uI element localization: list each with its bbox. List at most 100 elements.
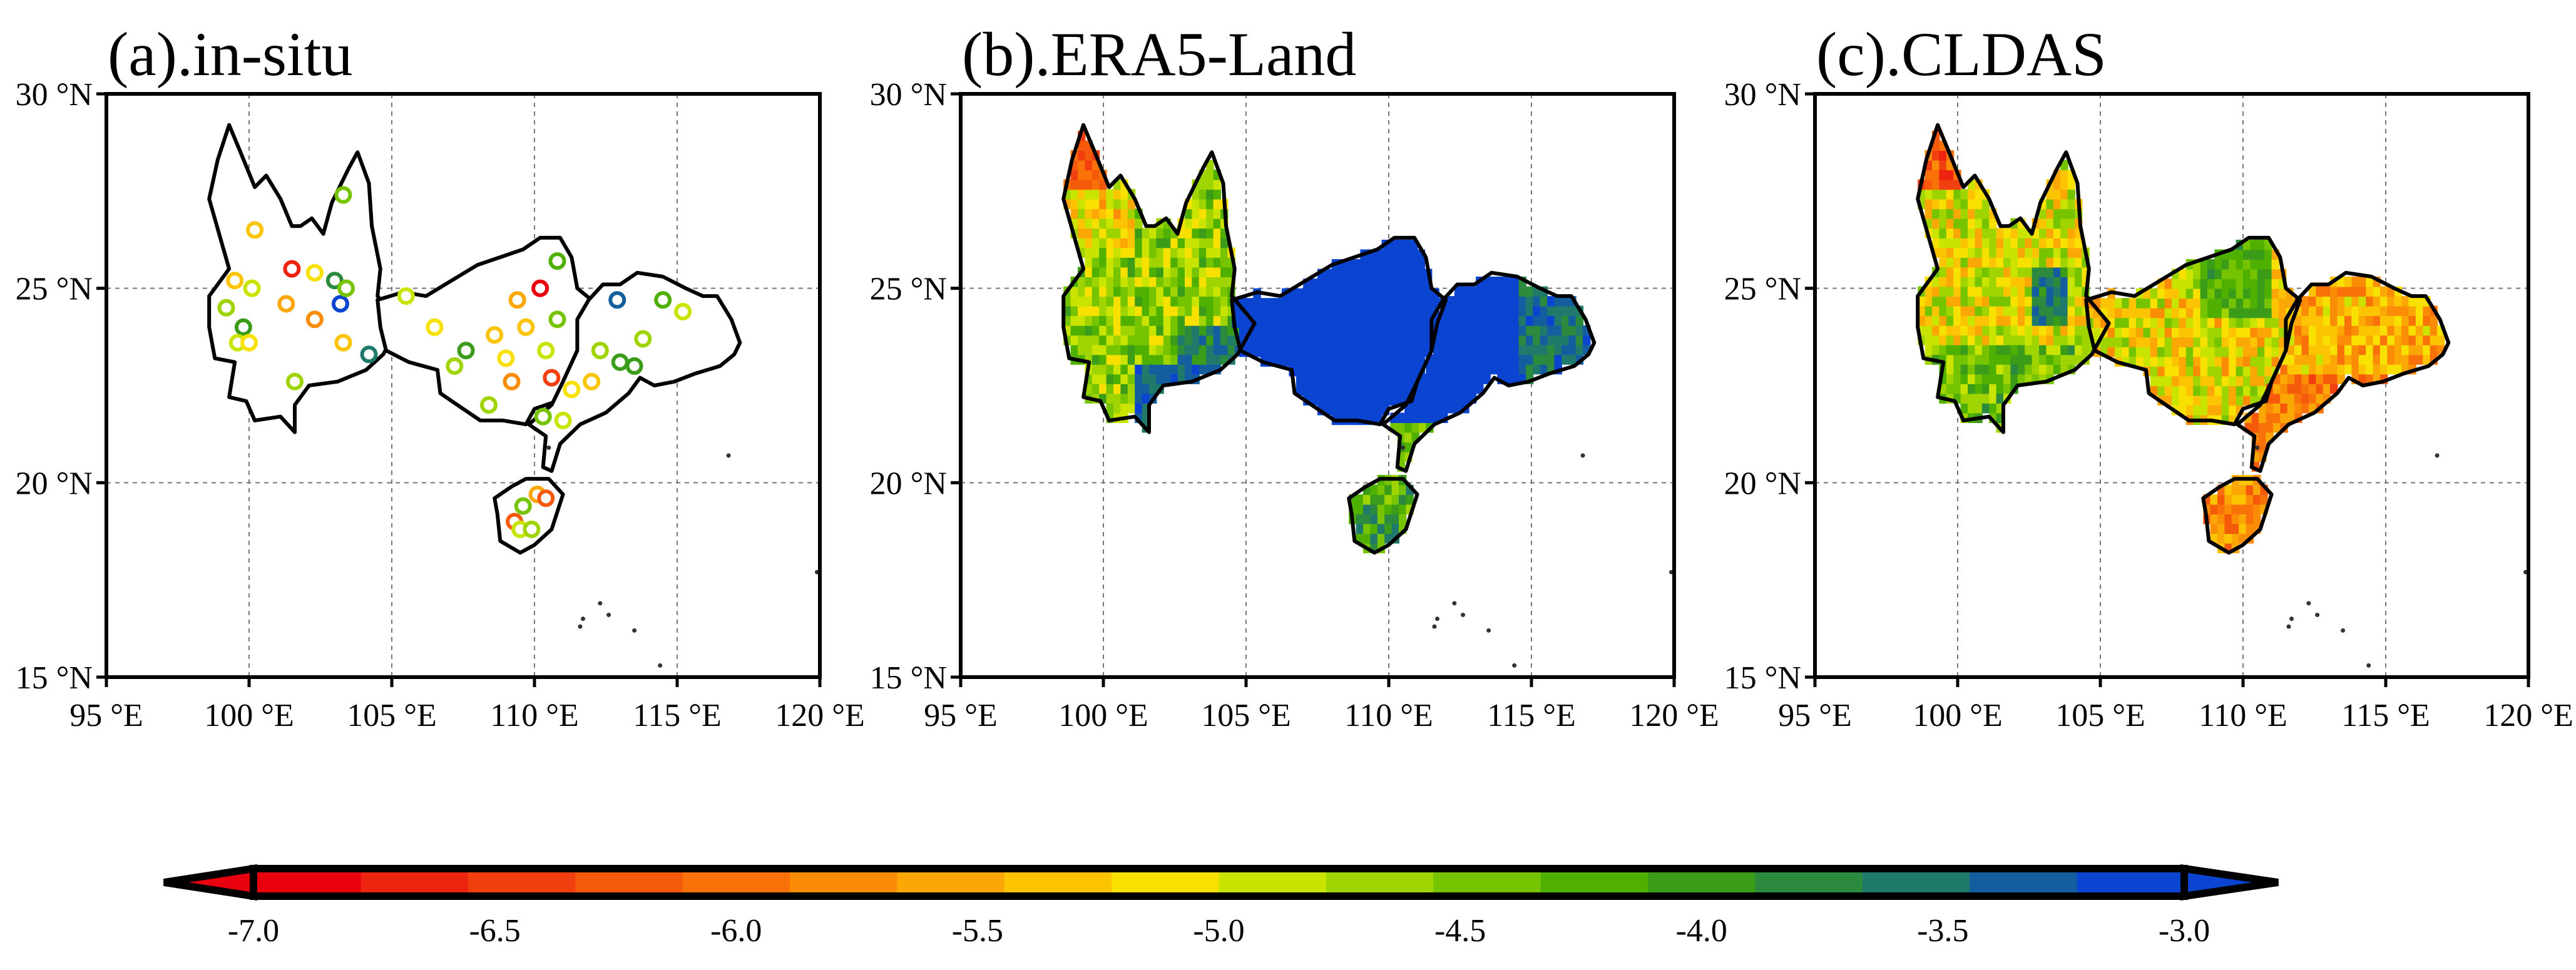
station-marker <box>534 407 552 426</box>
colorbar-segment <box>789 869 898 896</box>
y-tick-label: 20 °N <box>1724 466 1801 501</box>
colorbar-tick-label: -4.0 <box>1676 913 1727 949</box>
station-marker <box>674 302 692 320</box>
y-tick-label: 25 °N <box>870 272 947 307</box>
station-marker <box>508 291 526 309</box>
province-outline-yunnan <box>1061 123 1257 434</box>
station-marker <box>548 310 566 329</box>
island-marker <box>578 624 583 629</box>
station-marker <box>277 295 295 313</box>
station-marker <box>325 272 344 290</box>
station-marker <box>537 489 555 508</box>
colorbar-segment <box>2077 869 2185 896</box>
panel-a-title: (a).in-situ <box>108 19 353 89</box>
map-frame <box>105 92 822 679</box>
island-marker <box>2315 613 2320 618</box>
x-tick-label: 120 °E <box>1629 698 1719 733</box>
island-marker <box>546 445 551 450</box>
station-marker <box>446 357 464 375</box>
x-tick-label: 115 °E <box>1487 698 1576 733</box>
station-marker <box>503 372 521 391</box>
panel-b-title: (b).ERA5-Land <box>962 19 1356 89</box>
station-marker <box>360 345 378 364</box>
x-tick-label: 105 °E <box>347 698 437 733</box>
colorbar-tick-label: -3.0 <box>2159 913 2210 949</box>
y-tick-label: 30 °N <box>1724 77 1801 113</box>
province-outline-yunnan <box>1916 123 2111 434</box>
station-marker <box>217 299 235 317</box>
station-marker <box>497 349 515 367</box>
y-tick-label: 30 °N <box>16 77 93 113</box>
station-marker <box>334 186 352 204</box>
colorbar-segment <box>1755 869 1863 896</box>
island-marker <box>1486 628 1491 633</box>
x-tick-label: 100 °E <box>204 698 294 733</box>
station-marker <box>523 520 541 538</box>
colorbar-tick-label: -5.5 <box>952 913 1003 949</box>
x-tick-label: 95 °E <box>924 698 998 733</box>
x-tick-label: 120 °E <box>775 698 865 733</box>
y-tick-label: 20 °N <box>16 466 93 501</box>
colorbar-tick-label: -6.5 <box>469 913 520 949</box>
station-marker <box>654 291 672 309</box>
x-tick-label: 105 °E <box>2055 698 2145 733</box>
island-marker <box>632 628 637 633</box>
province-outline-hainan <box>1347 477 1419 555</box>
colorbar-segment <box>1648 869 1756 896</box>
colorbar-segment <box>1326 869 1434 896</box>
island-marker <box>1435 616 1440 621</box>
x-tick-label: 95 °E <box>1778 698 1852 733</box>
x-tick-label: 120 °E <box>2483 698 2573 733</box>
station-marker <box>334 334 352 352</box>
station-marker <box>583 372 601 391</box>
station-marker <box>517 318 535 336</box>
x-tick-label: 100 °E <box>1058 698 1148 733</box>
island-marker <box>2289 616 2294 621</box>
island-marker <box>2286 624 2291 629</box>
x-tick-label: 110 °E <box>2199 698 2287 733</box>
station-marker <box>397 287 415 305</box>
station-marker <box>283 260 301 278</box>
island-marker <box>2341 628 2346 633</box>
colorbar-segment <box>682 869 790 896</box>
island-marker <box>1461 613 1466 618</box>
y-tick-label: 15 °N <box>1724 660 1801 696</box>
station-marker <box>486 326 504 344</box>
panel-c-title: (c).CLDAS <box>1816 19 2107 89</box>
station-marker <box>611 353 629 371</box>
province-outline-guangdong <box>2235 270 2451 473</box>
colorbar-extend-low <box>163 864 257 901</box>
colorbar-tick-label: -3.5 <box>1917 913 1968 949</box>
field-hainan <box>1349 474 1414 554</box>
colorbar-segment <box>1112 869 1220 896</box>
station-marker <box>337 279 355 297</box>
y-tick-label: 25 °N <box>1724 272 1801 307</box>
station-marker <box>426 318 444 336</box>
island-marker <box>1512 663 1517 668</box>
x-tick-label: 115 °E <box>2341 698 2430 733</box>
island-marker <box>581 616 586 621</box>
station-marker <box>554 411 572 429</box>
colorbar-tick-label: -7.0 <box>228 913 279 949</box>
y-tick-label: 25 °N <box>16 272 93 307</box>
colorbar-segment <box>1004 869 1112 896</box>
colorbar-tick-label: -5.0 <box>1193 913 1244 949</box>
field-yunnan <box>1918 131 2104 433</box>
station-marker <box>226 272 244 290</box>
colorbar-segment <box>897 869 1005 896</box>
province-outline-hainan <box>2201 477 2274 555</box>
station-marker <box>514 497 532 515</box>
island-marker <box>2306 601 2311 606</box>
x-tick-label: 110 °E <box>1344 698 1433 733</box>
x-tick-label: 110 °E <box>490 698 579 733</box>
colorbar-segment <box>1862 869 1970 896</box>
island-marker <box>2255 445 2260 450</box>
panel-c-map: 95 °E 100 °E 105 °E 110 °E 115 °E 120 °E 30 °N… <box>1724 77 2573 733</box>
colorbar-segment <box>468 869 576 896</box>
island-marker <box>726 453 731 458</box>
station-marker <box>548 252 566 270</box>
x-tick-label: 115 °E <box>633 698 722 733</box>
island-marker <box>1580 453 1585 458</box>
colorbar-segment <box>1433 869 1541 896</box>
